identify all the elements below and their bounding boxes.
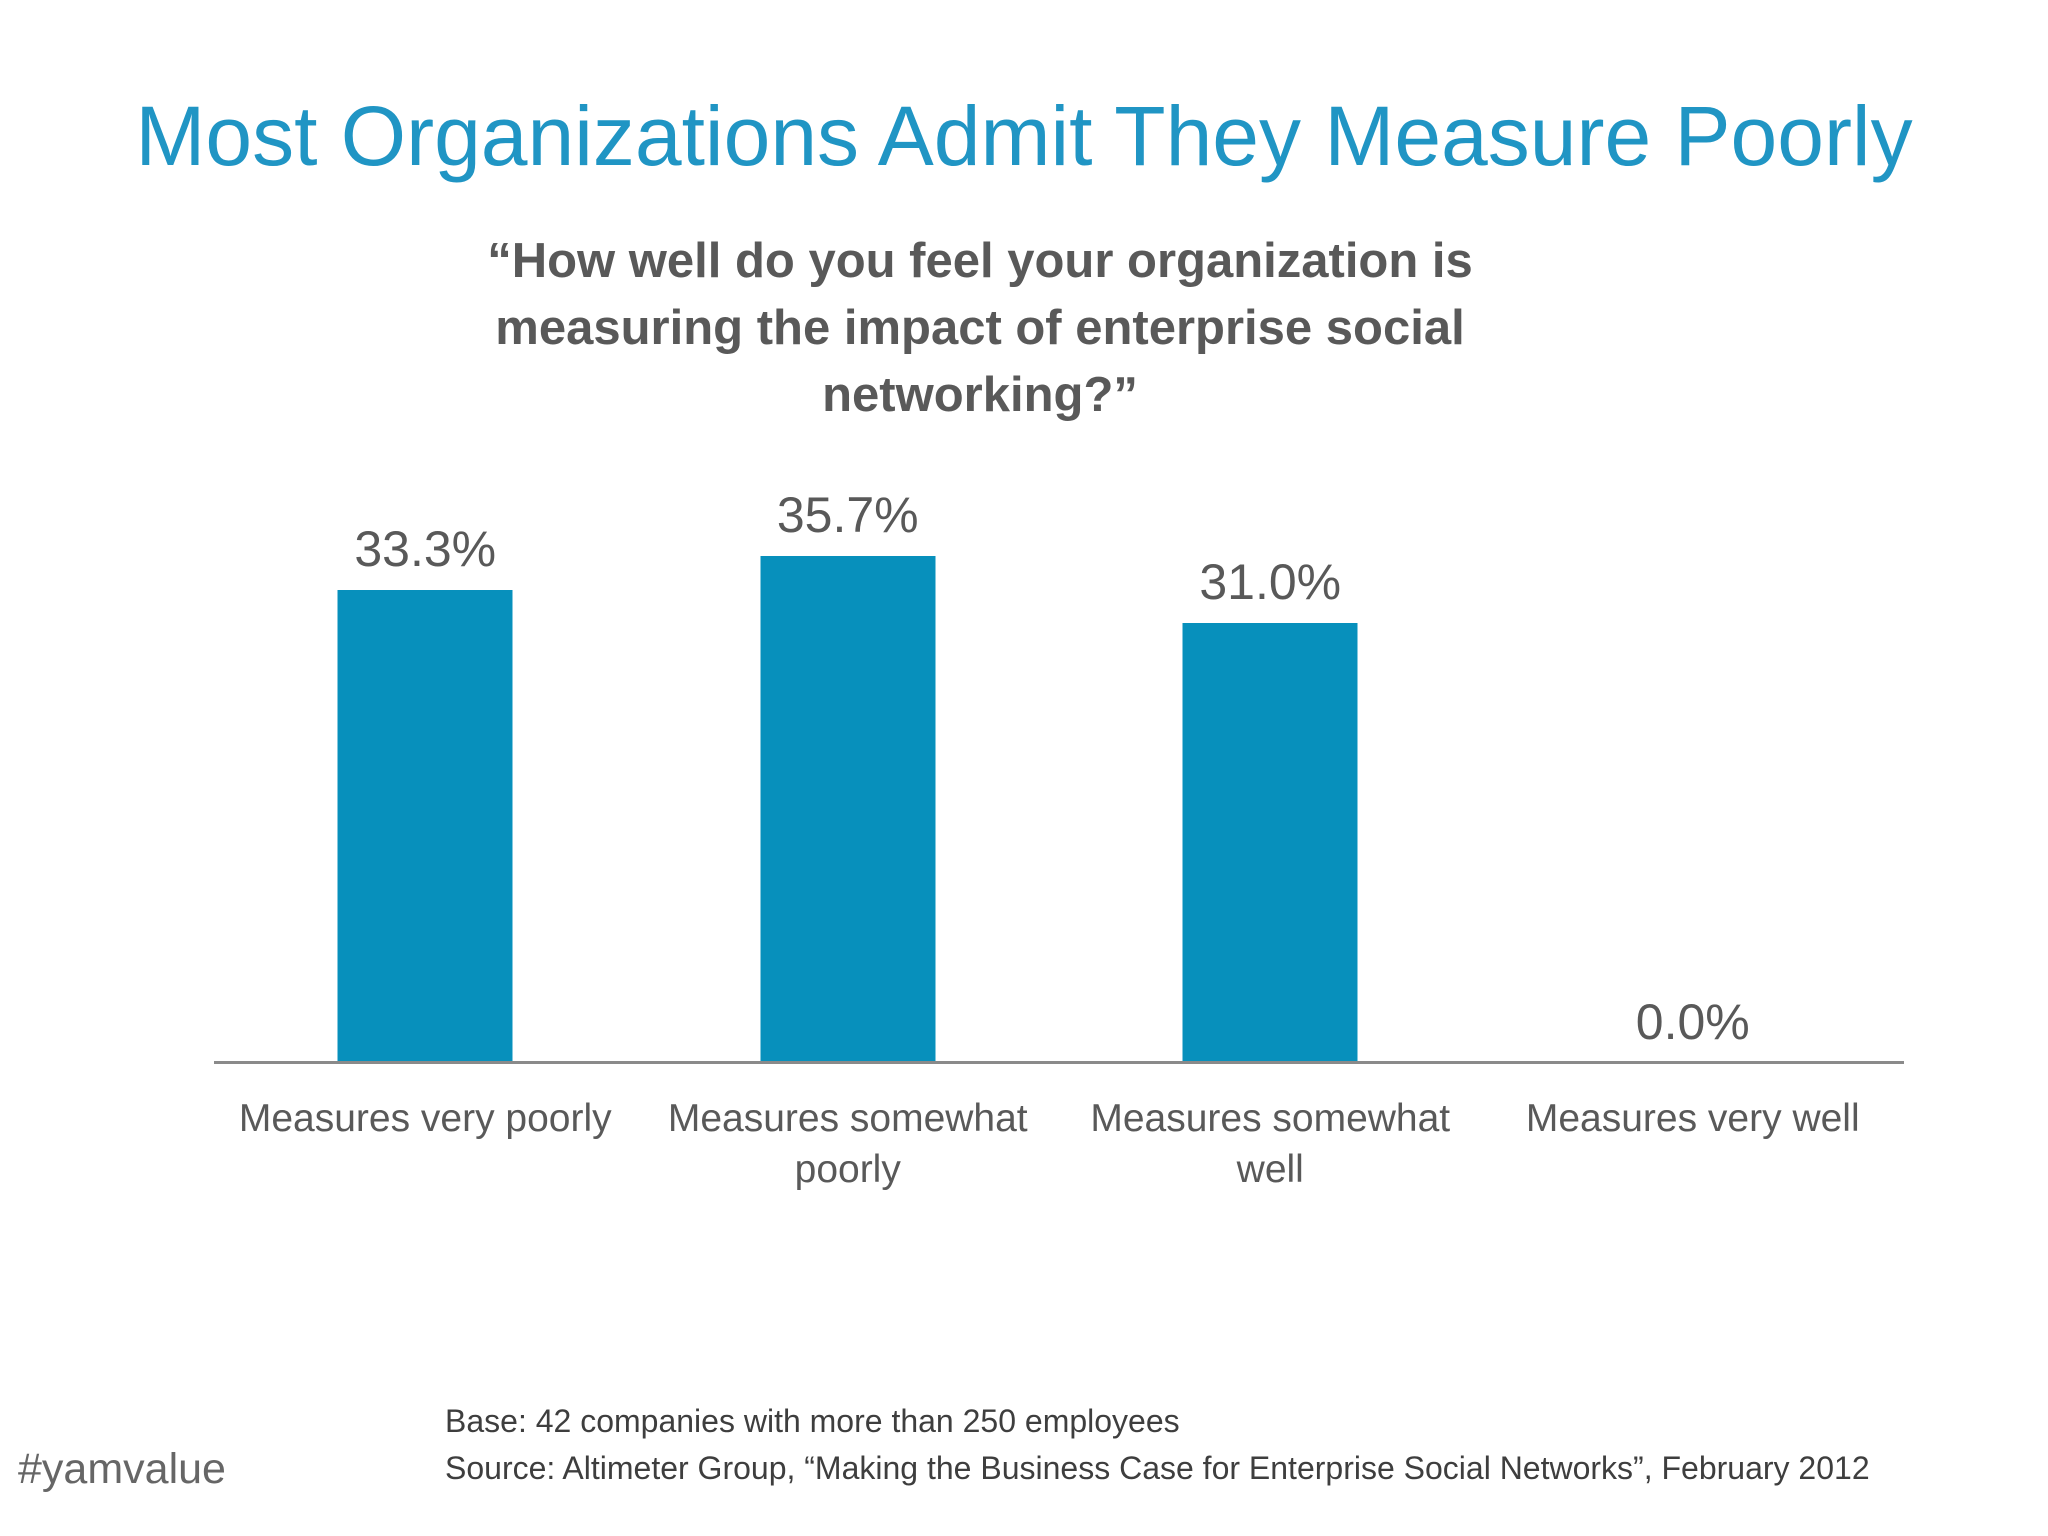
chart-column-measures-very-well: 0.0% (1482, 495, 1905, 1063)
chart-column-measures-somewhat-poorly: 35.7% (637, 487, 1060, 1063)
chart-column-measures-somewhat-well: 31.0% (1059, 495, 1482, 1063)
value-label-measures-very-well: 0.0% (1635, 994, 1750, 1050)
bar-measures-somewhat-poorly (760, 556, 936, 1063)
footnote-base: Base: 42 companies with more than 250 em… (445, 1403, 1180, 1439)
hashtag: #yamvalue (18, 1445, 226, 1493)
category-label-measures-somewhat-well: Measures somewhat well (1090, 1097, 1451, 1191)
footnote: Base: 42 companies with more than 250 em… (445, 1398, 1870, 1492)
value-label-measures-somewhat-well: 31.0% (1199, 554, 1342, 610)
bar-chart: 33.3% 35.7% 31.0% 0.0% (214, 487, 1905, 1063)
category-label-measures-very-well: Measures very well (1525, 1097, 1860, 1140)
chart-question-subtitle: “How well do you feel your organization … (487, 234, 1473, 423)
chart-column-measures-very-poorly: 33.3% (214, 495, 637, 1063)
footnote-source: Source: Altimeter Group, “Making the Bus… (445, 1450, 1870, 1486)
x-axis-line (214, 1061, 1904, 1064)
bar-chart-columns: 33.3% 35.7% 31.0% 0.0% (214, 487, 1905, 1063)
x-axis-category-labels: Measures very poorly Measures somewhat po… (214, 1094, 1904, 1195)
bar-measures-somewhat-well (1182, 623, 1358, 1063)
bar-measures-very-poorly (337, 590, 513, 1063)
category-label-measures-very-poorly: Measures very poorly (238, 1097, 612, 1140)
value-label-measures-very-poorly: 33.3% (354, 521, 497, 577)
category-label-measures-somewhat-poorly: Measures somewhat poorly (667, 1097, 1028, 1191)
page-title: Most Organizations Admit They Measure Po… (135, 89, 1913, 183)
value-label-measures-somewhat-poorly: 35.7% (776, 487, 919, 543)
